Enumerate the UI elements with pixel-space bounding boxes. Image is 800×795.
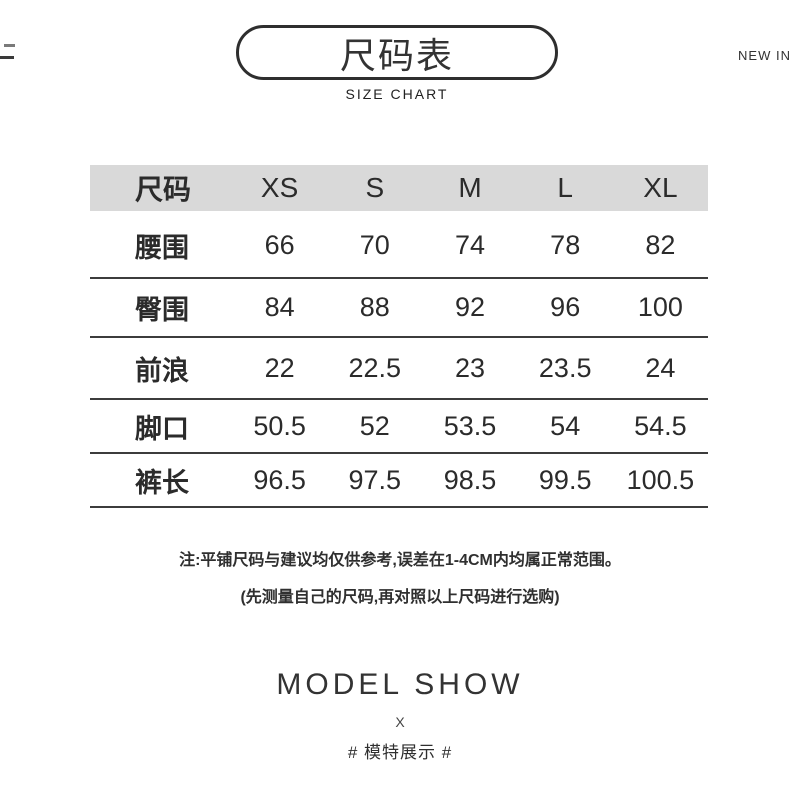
cell-value: 23.5 xyxy=(538,352,592,383)
cell-value: 100.5 xyxy=(626,464,695,495)
dash-top-icon xyxy=(4,44,15,47)
table-header-m: M xyxy=(458,172,482,203)
table-header-size: 尺码 xyxy=(135,174,192,205)
corner-dash-icon xyxy=(0,0,20,64)
cell-value: 24 xyxy=(645,352,676,383)
cell-value: 22.5 xyxy=(348,352,402,383)
cell-value: 50.5 xyxy=(253,410,306,441)
cell-value: 96 xyxy=(550,292,581,322)
row-label: 前浪 xyxy=(135,355,189,386)
size-note-secondary: (先测量自己的尺码,再对照以上尺码进行选购) xyxy=(240,589,560,606)
new-in-label: NEW IN xyxy=(738,48,791,63)
row-label: 裤长 xyxy=(135,467,189,498)
row-label: 脚口 xyxy=(135,413,189,444)
table-header-xs: XS xyxy=(260,172,299,203)
table-row-waist: 腰围 66 70 74 78 82 xyxy=(90,211,708,279)
cell-value: 66 xyxy=(264,229,295,260)
cell-value: 74 xyxy=(454,229,486,260)
row-label: 臀围 xyxy=(135,295,189,325)
cell-value: 99.5 xyxy=(538,464,592,495)
cell-value: 100 xyxy=(637,292,683,322)
cell-value: 84 xyxy=(264,292,295,322)
cell-value: 78 xyxy=(550,229,581,260)
size-chart-title-cn: 尺码表 xyxy=(339,34,454,76)
table-header-s: S xyxy=(365,172,385,203)
cell-value: 82 xyxy=(645,229,676,260)
cell-value: 53.5 xyxy=(443,410,497,441)
size-chart-title-pill: 尺码表 xyxy=(236,25,558,80)
size-note-primary: 注:平铺尺码与建议均仅供参考,误差在1-4CM内均属正常范围。 xyxy=(179,552,621,569)
table-header-l: L xyxy=(557,172,573,203)
size-chart-title-en: SIZE CHART xyxy=(345,86,449,102)
cell-value: 52 xyxy=(359,410,390,441)
row-label: 腰围 xyxy=(135,232,189,263)
model-show-heading: MODEL SHOW xyxy=(276,668,524,701)
cell-value: 96.5 xyxy=(253,464,306,495)
cell-value: 88 xyxy=(359,292,390,322)
table-row-front-rise: 前浪 22 22.5 23 23.5 24 xyxy=(90,338,708,400)
cell-value: 98.5 xyxy=(443,464,497,495)
table-row-hip: 臀围 84 88 92 96 100 xyxy=(90,279,708,338)
x-separator: X xyxy=(395,714,405,730)
table-row-pants-length: 裤长 96.5 97.5 98.5 99.5 100.5 xyxy=(90,454,708,508)
cell-value: 70 xyxy=(359,229,390,260)
table-row-leg-opening: 脚口 50.5 52 53.5 54 54.5 xyxy=(90,400,708,454)
dash-bottom-icon xyxy=(0,56,14,59)
table-header-xl: XL xyxy=(643,172,678,203)
cell-value: 23 xyxy=(454,352,486,383)
model-show-hashtag: # 模特展示 # xyxy=(347,743,453,762)
cell-value: 54.5 xyxy=(634,410,687,441)
cell-value: 22 xyxy=(264,352,295,383)
cell-value: 92 xyxy=(454,292,486,322)
table-header-row: 尺码 XS S M L XL xyxy=(90,165,708,211)
cell-value: 97.5 xyxy=(348,464,402,495)
cell-value: 54 xyxy=(550,410,581,441)
size-chart-table: 尺码 XS S M L XL 腰围 66 70 74 78 82 臀围 84 8… xyxy=(90,165,708,508)
